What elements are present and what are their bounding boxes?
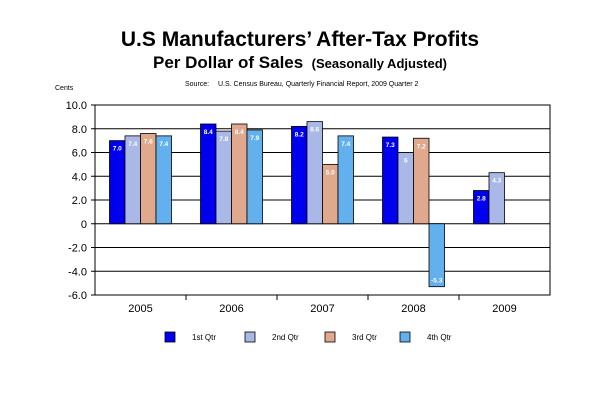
x-tick-label: 2006 xyxy=(219,303,243,315)
bar-1st-qtr-2008 xyxy=(382,136,399,225)
data-label: 7.3 xyxy=(386,142,395,149)
data-label: 7.4 xyxy=(341,141,350,148)
legend-swatch xyxy=(244,331,256,343)
bar-4th-qtr-2007 xyxy=(337,135,354,225)
bar-4th-qtr-2005 xyxy=(155,135,172,225)
x-tick-label: 2005 xyxy=(128,303,152,315)
bar-3rd-qtr-2005 xyxy=(140,133,157,225)
legend-label: 3rd Qtr xyxy=(352,333,377,342)
legend-label: 1st Qtr xyxy=(192,333,216,342)
y-axis-label: Cents xyxy=(55,85,74,92)
y-tick-label: -4.0 xyxy=(68,266,87,278)
data-label: 6 xyxy=(404,158,408,165)
chart-subtitle: Per Dollar of Sales (Seasonally Adjusted… xyxy=(153,53,447,72)
data-label: 5.0 xyxy=(326,169,335,176)
y-tick-label: 4.0 xyxy=(72,171,87,183)
x-tick-label: 2007 xyxy=(310,303,334,315)
legend: 1st Qtr 2nd Qtr 3rd Qtr 4th Qtr xyxy=(164,331,452,343)
data-label: 7.6 xyxy=(144,139,153,146)
source-text: U.S. Census Bureau, Quarterly Financial … xyxy=(218,81,418,88)
y-tick-label: 2.0 xyxy=(72,195,87,207)
bar-1st-qtr-2005 xyxy=(109,140,126,225)
bar-2nd-qtr-2006 xyxy=(215,130,232,225)
data-labels: 7.0 7.4 7.6 7.4 8.4 7.8 8.4 7.9 8.2 8.6 5.0 7.4 7.3 6… xyxy=(113,127,502,285)
data-label: 4.3 xyxy=(492,178,501,185)
data-label: 8.2 xyxy=(295,131,304,138)
legend-swatch xyxy=(324,331,336,343)
bar-2nd-qtr-2007 xyxy=(306,121,323,225)
bar-1st-qtr-2007 xyxy=(291,125,308,225)
y-tick-label: 0 xyxy=(81,219,87,231)
legend-label: 2nd Qtr xyxy=(272,333,299,342)
chart-subtitle-main: Per Dollar of Sales xyxy=(153,53,303,72)
data-label: 7.4 xyxy=(159,141,168,148)
source-label: Source: xyxy=(185,81,209,88)
data-label: 8.4 xyxy=(204,129,213,136)
legend-swatch xyxy=(164,331,176,343)
bar-4th-qtr-2006 xyxy=(246,129,263,225)
y-tick-label: 6.0 xyxy=(72,148,87,160)
data-label: 8.6 xyxy=(310,127,319,134)
bar-2nd-qtr-2005 xyxy=(124,135,141,225)
y-tick-label: -2.0 xyxy=(68,243,87,255)
data-label: 7.0 xyxy=(113,146,122,153)
data-label: 2.8 xyxy=(477,196,486,203)
data-label: 7.2 xyxy=(417,143,426,150)
data-label: 7.9 xyxy=(250,135,259,142)
bar-3rd-qtr-2008 xyxy=(413,137,430,225)
bar-3rd-qtr-2006 xyxy=(231,123,248,225)
y-tick-label: 8.0 xyxy=(72,124,87,136)
chart-title: U.S Manufacturers’ After-Tax Profits xyxy=(121,28,479,51)
data-label: 7.4 xyxy=(128,141,137,148)
x-tick-label: 2009 xyxy=(492,303,516,315)
data-label: 7.8 xyxy=(219,136,228,143)
y-tick-label: 10.0 xyxy=(66,100,87,112)
y-tick-label: -6.0 xyxy=(68,290,87,302)
bar-1st-qtr-2006 xyxy=(200,123,217,225)
x-tick-label: 2008 xyxy=(401,303,425,315)
bars xyxy=(109,121,505,288)
axes: 10.0 8.0 6.0 4.0 2.0 0 -2.0 -4.0 -6.0 2005 2006 200… xyxy=(66,100,517,315)
bar-4th-qtr-2008 xyxy=(428,223,445,288)
data-label: 8.4 xyxy=(235,129,244,136)
data-label: -5.3 xyxy=(431,278,443,285)
legend-label: 4th Qtr xyxy=(427,333,452,342)
bar-2nd-qtr-2009 xyxy=(488,172,505,225)
chart-subtitle-note: (Seasonally Adjusted) xyxy=(312,56,447,71)
legend-swatch xyxy=(399,331,411,343)
